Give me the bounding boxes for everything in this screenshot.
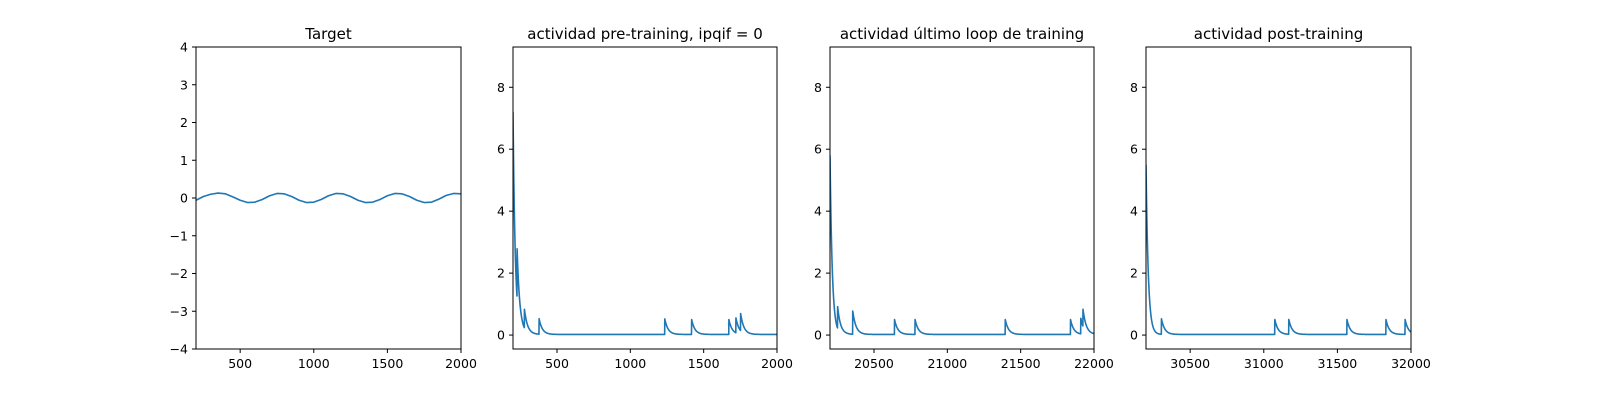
y-tick-label: 4 bbox=[814, 204, 822, 219]
x-tick-label: 30500 bbox=[1170, 356, 1210, 371]
series-line bbox=[830, 155, 1094, 336]
y-tick-label: 2 bbox=[814, 266, 822, 281]
subplot-title: actividad pre-training, ipqif = 0 bbox=[527, 25, 763, 43]
y-tick-label: −2 bbox=[170, 266, 188, 281]
x-tick-label: 2000 bbox=[761, 356, 793, 371]
x-tick-label: 31000 bbox=[1244, 356, 1284, 371]
series-line bbox=[196, 192, 461, 204]
y-tick-label: 2 bbox=[497, 266, 505, 281]
subplot-1: Target 500 1000 1500 2000 −4 −3 −2 −1 0 1 2 3 4 bbox=[170, 25, 477, 371]
y-tick-label: −1 bbox=[170, 228, 188, 243]
y-tick-label: 6 bbox=[497, 142, 505, 157]
y-tick-label: 0 bbox=[180, 191, 188, 206]
y-tick-label: 6 bbox=[814, 142, 822, 157]
y-tick-label: 0 bbox=[814, 328, 822, 343]
x-tick-label: 21500 bbox=[1001, 356, 1041, 371]
axes-frame bbox=[829, 46, 1095, 350]
x-tick-label: 31500 bbox=[1318, 356, 1358, 371]
x-tick-label: 1000 bbox=[298, 356, 330, 371]
y-tick-label: 2 bbox=[180, 115, 188, 130]
y-tick-label: 4 bbox=[497, 204, 505, 219]
axes-frame bbox=[512, 46, 778, 350]
subplot-title: actividad último loop de training bbox=[840, 25, 1084, 43]
x-tick-label: 2000 bbox=[445, 356, 477, 371]
y-tick-label: 4 bbox=[180, 40, 188, 55]
series-line bbox=[513, 112, 777, 336]
y-tick-label: −3 bbox=[170, 304, 188, 319]
subplot-3: actividad último loop de training 20500 21… bbox=[814, 25, 1114, 371]
x-tick-label: 500 bbox=[545, 356, 569, 371]
subplot-4: actividad post-training 30500 31000 31500 32… bbox=[1130, 25, 1431, 371]
x-tick-label: 21000 bbox=[927, 356, 967, 371]
y-tick-label: 1 bbox=[180, 153, 188, 168]
y-tick-label: 2 bbox=[1130, 266, 1138, 281]
y-tick-label: 0 bbox=[1130, 328, 1138, 343]
x-tick-label: 32000 bbox=[1391, 356, 1431, 371]
x-tick-label: 500 bbox=[228, 356, 252, 371]
y-tick-label: 6 bbox=[1130, 142, 1138, 157]
y-tick-label: 0 bbox=[497, 328, 505, 343]
y-tick-label: 4 bbox=[1130, 204, 1138, 219]
y-tick-label: −4 bbox=[170, 342, 188, 357]
x-tick-label: 1000 bbox=[614, 356, 646, 371]
series-line bbox=[1146, 164, 1411, 336]
subplot-title: Target bbox=[304, 25, 352, 43]
x-tick-label: 1500 bbox=[688, 356, 720, 371]
x-tick-label: 20500 bbox=[854, 356, 894, 371]
y-tick-label: 8 bbox=[1130, 80, 1138, 95]
x-tick-label: 1500 bbox=[371, 356, 403, 371]
subplot-2: actividad pre-training, ipqif = 0 500 1000… bbox=[497, 25, 793, 371]
y-tick-label: 3 bbox=[180, 77, 188, 92]
x-tick-label: 22000 bbox=[1074, 356, 1114, 371]
y-tick-label: 8 bbox=[497, 80, 505, 95]
y-tick-label: 8 bbox=[814, 80, 822, 95]
subplot-title: actividad post-training bbox=[1194, 25, 1363, 43]
axes-frame bbox=[1145, 46, 1412, 350]
